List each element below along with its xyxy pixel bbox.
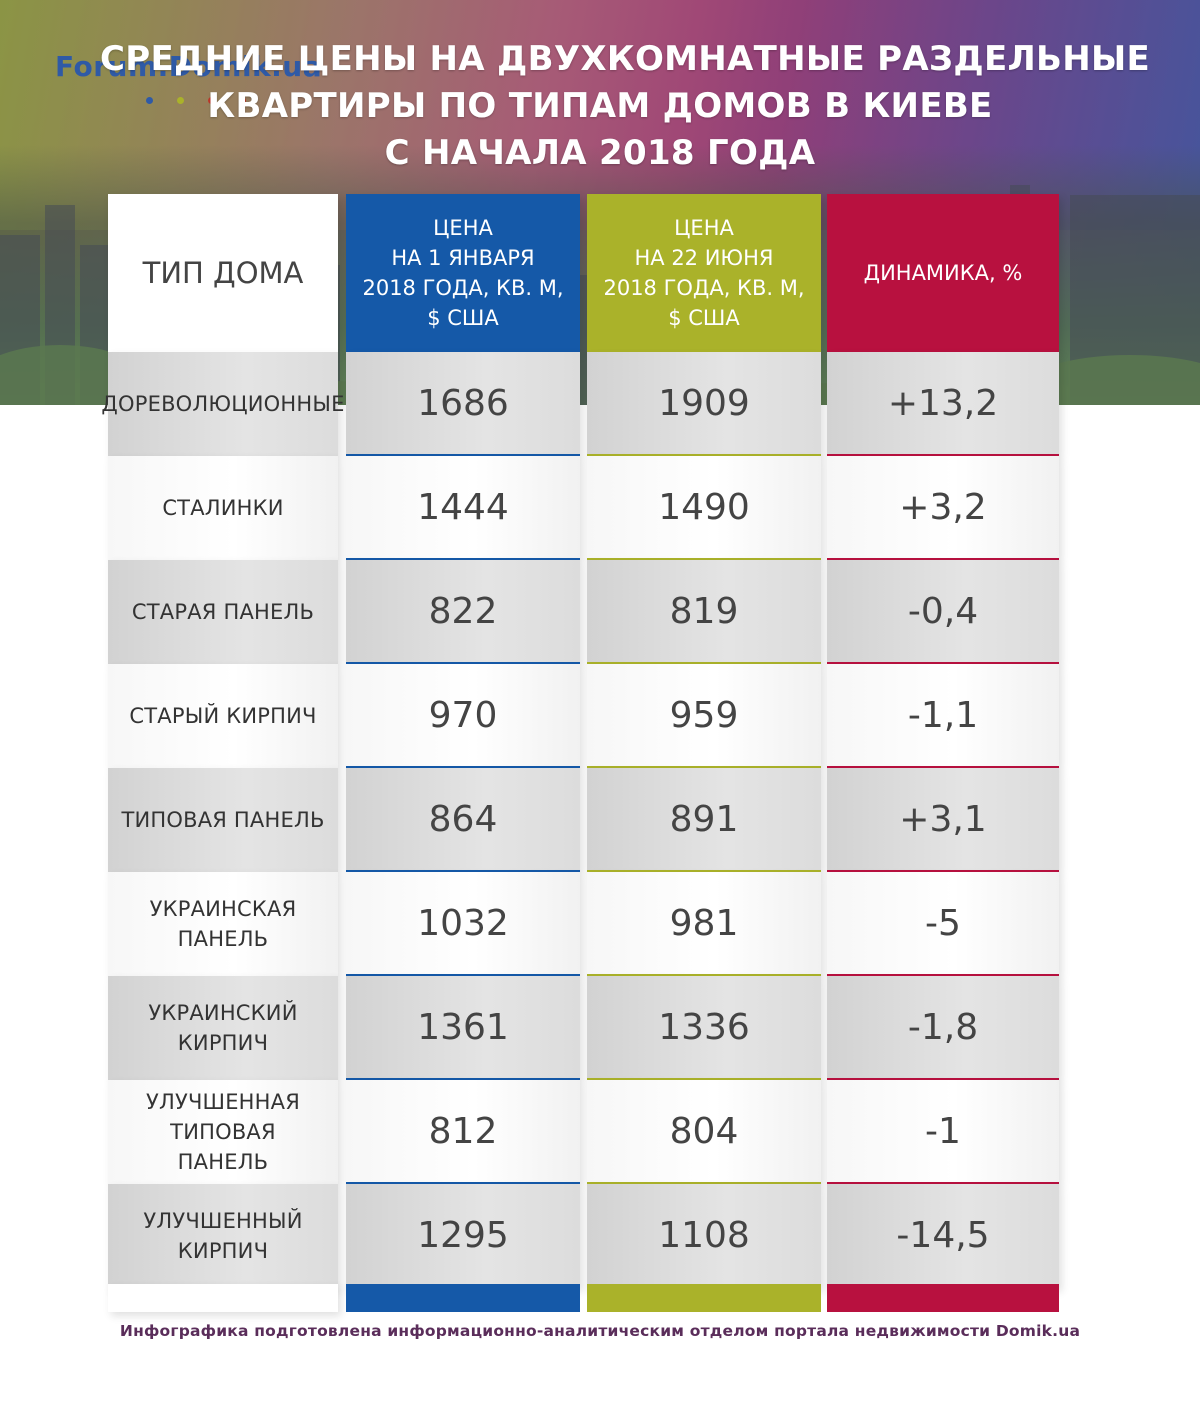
house-type-cell: УКРАИНСКИЙ КИРПИЧ [108, 976, 338, 1080]
price-jan-cell: 1444 [346, 456, 580, 560]
footer-bar-red [827, 1284, 1059, 1312]
header-line: $ США [427, 306, 499, 330]
price-jun-cell: 1490 [587, 456, 821, 560]
logo-dot [239, 97, 246, 104]
dynamics-cell: -1,1 [827, 664, 1059, 768]
price-jun-cell: 959 [587, 664, 821, 768]
header-line: ТИП ДОМА [142, 256, 304, 290]
logo-dot [146, 97, 153, 104]
price-jan-cell: 970 [346, 664, 580, 768]
dynamics-cell: -1 [827, 1080, 1059, 1184]
dynamics-cell: -0,4 [827, 560, 1059, 664]
house-type-cell: УЛУЧШЕННАЯ ТИПОВАЯ ПАНЕЛЬ [108, 1080, 338, 1184]
house-type-label: СТАРЫЙ КИРПИЧ [129, 704, 317, 728]
price-jun-cell: 891 [587, 768, 821, 872]
price-jan-cell: 864 [346, 768, 580, 872]
header-price-jun: ЦЕНА НА 22 ИЮНЯ 2018 ГОДА, КВ. М, $ США [587, 194, 821, 352]
header-line: ЦЕНА [674, 216, 734, 240]
house-type-label: ДОРЕВОЛЮЦИОННЫЕ [101, 392, 345, 416]
house-type-label: ТИПОВАЯ [170, 1120, 276, 1144]
house-type-label: СТАРАЯ ПАНЕЛЬ [131, 600, 315, 624]
price-jan-cell: 812 [346, 1080, 580, 1184]
house-type-label: УЛУЧШЕННЫЙ [143, 1209, 303, 1233]
footer-bar-type [108, 1284, 338, 1312]
price-jun-cell: 981 [587, 872, 821, 976]
dynamics-cell: +3,1 [827, 768, 1059, 872]
house-type-label: ПАНЕЛЬ [177, 1150, 269, 1174]
house-type-cell: СТАРАЯ ПАНЕЛЬ [108, 560, 338, 664]
price-jun-cell: 804 [587, 1080, 821, 1184]
price-jun-cell: 1108 [587, 1184, 821, 1288]
header-line: НА 1 ЯНВАРЯ [391, 246, 535, 270]
footer-bar-blue [346, 1284, 580, 1312]
header-house-type: ТИП ДОМА [108, 194, 338, 352]
header-line: НА 22 ИЮНЯ [634, 246, 774, 270]
house-type-label: УКРАИНСКИЙ [148, 1001, 298, 1025]
title-line: СРЕДНИЕ ЦЕНЫ НА ДВУХКОМНАТНЫЕ РАЗДЕЛЬНЫЕ [100, 39, 1151, 79]
header-line: 2018 ГОДА, КВ. М, [362, 276, 564, 300]
dynamics-cell: -14,5 [827, 1184, 1059, 1288]
price-jun-cell: 1336 [587, 976, 821, 1080]
house-type-cell: УЛУЧШЕННЫЙ КИРПИЧ [108, 1184, 338, 1288]
brand-logo-dots [146, 89, 270, 108]
footer-bar-green [587, 1284, 821, 1312]
logo-dot [208, 97, 215, 104]
house-type-cell: УКРАИНСКАЯ ПАНЕЛЬ [108, 872, 338, 976]
price-jun-cell: 819 [587, 560, 821, 664]
header-price-jan: ЦЕНА НА 1 ЯНВАРЯ 2018 ГОДА, КВ. М, $ США [346, 194, 580, 352]
house-type-cell: ТИПОВАЯ ПАНЕЛЬ [108, 768, 338, 872]
header-dynamics: ДИНАМИКА, % [827, 194, 1059, 352]
logo-dot [177, 97, 184, 104]
house-type-label: СТАЛИНКИ [162, 496, 284, 520]
title-line: С НАЧАЛА 2018 ГОДА [384, 133, 816, 173]
header-line: $ США [668, 306, 740, 330]
header-line: 2018 ГОДА, КВ. М, [603, 276, 805, 300]
header-line: ЦЕНА [433, 216, 493, 240]
title-line: КВАРТИРЫ ПО ТИПАМ ДОМОВ В КИЕВЕ [207, 86, 993, 126]
dynamics-cell: +3,2 [827, 456, 1059, 560]
page-title: СРЕДНИЕ ЦЕНЫ НА ДВУХКОМНАТНЫЕ РАЗДЕЛЬНЫЕ… [100, 36, 1151, 177]
house-type-label: УЛУЧШЕННАЯ [145, 1090, 301, 1114]
house-type-label: ПАНЕЛЬ [177, 927, 269, 951]
house-type-cell: СТАРЫЙ КИРПИЧ [108, 664, 338, 768]
house-type-label: ТИПОВАЯ ПАНЕЛЬ [121, 808, 325, 832]
price-jan-cell: 1032 [346, 872, 580, 976]
house-type-cell: ДОРЕВОЛЮЦИОННЫЕ [101, 352, 344, 456]
price-jan-cell: 822 [346, 560, 580, 664]
price-jan-cell: 1686 [346, 352, 580, 456]
price-jan-cell: 1295 [346, 1184, 580, 1288]
price-jun-cell: 1909 [587, 352, 821, 456]
header-line: ДИНАМИКА, % [863, 261, 1023, 285]
dynamics-cell: +13,2 [827, 352, 1059, 456]
brand-logo[interactable]: Forum.Domik.ua [55, 50, 323, 83]
price-jan-cell: 1361 [346, 976, 580, 1080]
footer-credit: Инфографика подготовлена информационно-а… [119, 1322, 1081, 1340]
dynamics-cell: -5 [827, 872, 1059, 976]
house-type-cell: СТАЛИНКИ [108, 456, 338, 560]
house-type-label: КИРПИЧ [177, 1239, 269, 1263]
house-type-label: КИРПИЧ [177, 1031, 269, 1055]
dynamics-cell: -1,8 [827, 976, 1059, 1080]
house-type-label: УКРАИНСКАЯ [149, 897, 297, 921]
